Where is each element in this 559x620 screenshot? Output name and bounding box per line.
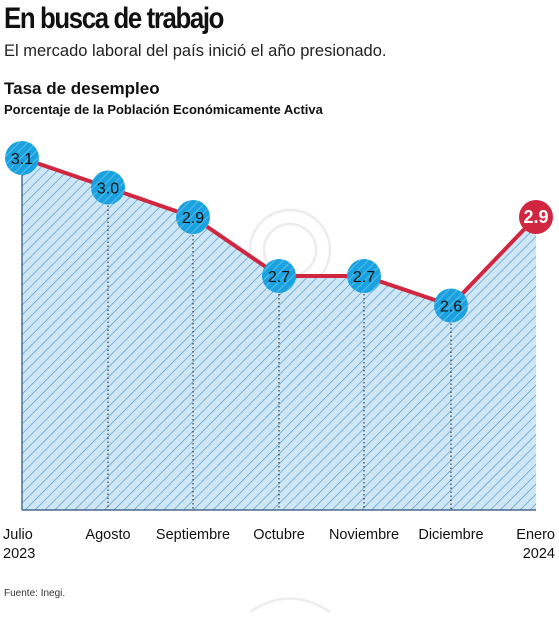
x-tick-label: 2024	[523, 546, 555, 562]
data-point	[519, 200, 553, 234]
data-label: 2.6	[440, 299, 462, 316]
data-label: 2.7	[353, 269, 375, 286]
x-tick-label: Diciembre	[418, 527, 483, 543]
deck-text: El mercado laboral del país inició el añ…	[4, 42, 387, 60]
x-tick-label: Octubre	[253, 527, 305, 543]
data-point-hatch	[5, 141, 39, 175]
data-label: 2.7	[268, 269, 290, 286]
data-point-hatch	[91, 170, 125, 205]
data-point-hatch	[262, 259, 296, 293]
data-point-hatch	[347, 259, 381, 293]
x-tick-label: Noviembre	[329, 527, 399, 543]
data-label: 3.1	[11, 151, 33, 168]
x-tick-label: Agosto	[85, 527, 130, 543]
data-label: 3.0	[97, 181, 119, 198]
x-tick-label: Julio	[3, 527, 33, 543]
chart-title: Tasa de desempleo	[4, 79, 160, 98]
x-tick-label: Enero	[516, 527, 555, 543]
data-point-hatch	[176, 200, 210, 234]
chart-subtitle: Porcentaje de la Población Económicament…	[4, 102, 323, 117]
x-tick-label: 2023	[3, 546, 35, 562]
headline: En busca de trabajo	[4, 2, 224, 35]
data-label: 2.9	[523, 207, 548, 227]
data-point-hatch	[434, 288, 468, 323]
data-label: 2.9	[182, 210, 204, 227]
source-note: Fuente: Inegi.	[4, 588, 66, 599]
x-tick-label: Septiembre	[156, 527, 230, 543]
